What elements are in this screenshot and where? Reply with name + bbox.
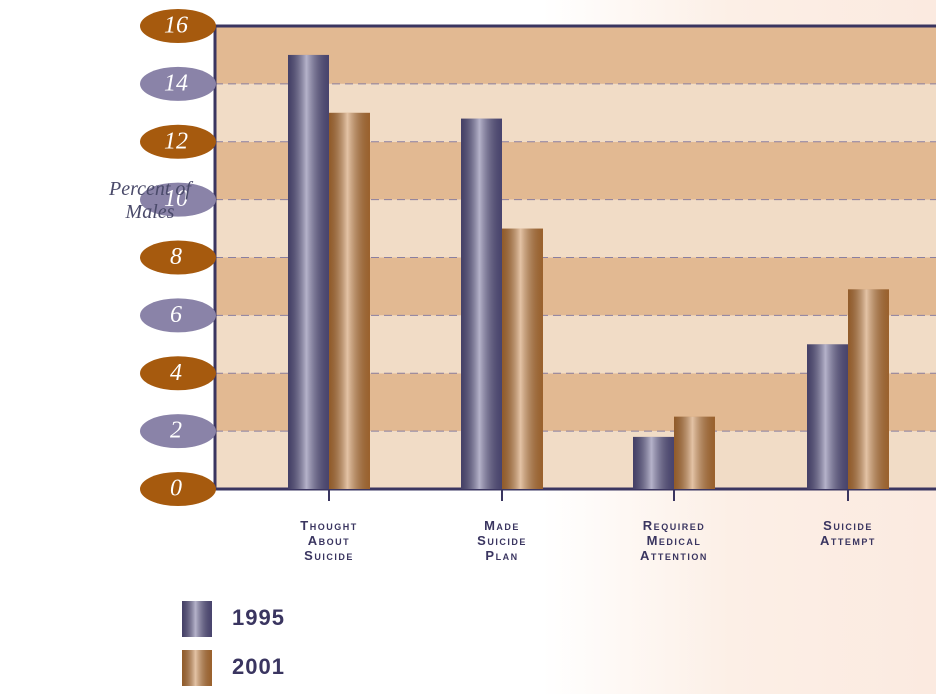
- band: [215, 26, 936, 84]
- x-tick-label: Required Medical Attention: [640, 518, 708, 563]
- legend-shine: [182, 601, 212, 637]
- bar-shine: [633, 436, 674, 489]
- y-tick-label: 8: [170, 244, 182, 270]
- tick-oval: [140, 182, 216, 217]
- bar-shine: [502, 228, 543, 489]
- tick-oval: [140, 414, 216, 449]
- bar-shine: [848, 289, 889, 489]
- legend-label: 2001: [232, 654, 285, 679]
- tick-oval: [140, 124, 216, 159]
- y-tick-label: 0: [170, 476, 182, 502]
- bar-shine: [461, 118, 502, 489]
- tick-oval: [140, 356, 216, 391]
- y-tick-label: 16: [164, 13, 188, 39]
- y-tick-label: 6: [170, 302, 182, 328]
- y-tick-label: 10: [164, 186, 188, 212]
- x-tick-label: Thought About Suicide: [300, 518, 358, 563]
- bar-shine: [807, 344, 848, 489]
- legend-shine: [182, 650, 212, 686]
- y-tick-label: 14: [164, 70, 188, 96]
- legend-label: 1995: [232, 605, 285, 630]
- y-tick-label: 2: [170, 418, 182, 444]
- tick-oval: [140, 240, 216, 275]
- tick-oval: [140, 298, 216, 333]
- y-tick-label: 4: [170, 360, 182, 386]
- x-tick-label: Made Suicide Plan: [477, 518, 527, 563]
- bar-shine: [329, 112, 370, 489]
- bar-shine: [288, 54, 329, 489]
- bar-shine: [674, 416, 715, 489]
- y-axis-label: Percent of Males: [108, 178, 191, 223]
- y-tick-label: 12: [164, 128, 188, 154]
- tick-oval: [140, 9, 216, 43]
- x-tick-label: Suicide Attempt: [820, 518, 876, 548]
- tick-oval: [140, 472, 216, 506]
- tick-oval: [140, 66, 216, 101]
